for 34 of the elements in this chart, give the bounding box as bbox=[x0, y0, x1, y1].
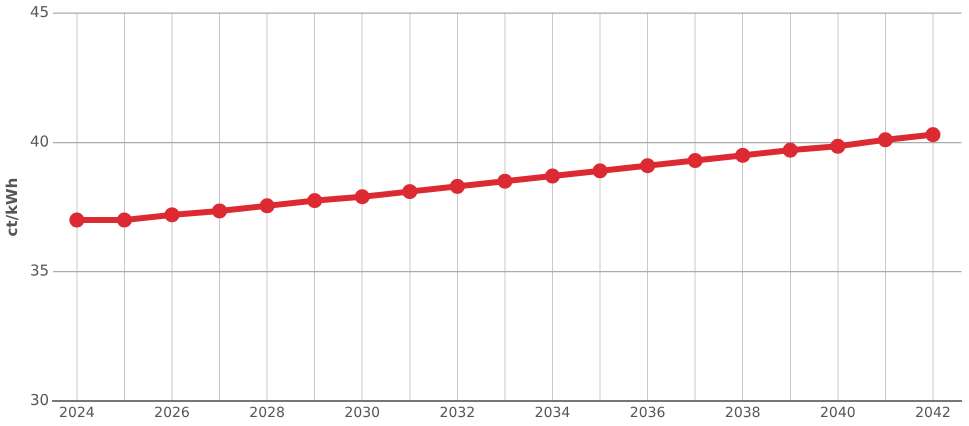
x-tick-label: 2036 bbox=[630, 405, 666, 422]
x-tick-label: 2032 bbox=[440, 405, 476, 422]
x-tick-label: 2026 bbox=[154, 405, 190, 422]
point bbox=[116, 212, 132, 228]
point bbox=[307, 193, 322, 208]
point bbox=[69, 212, 84, 228]
point bbox=[354, 189, 370, 204]
point bbox=[830, 138, 846, 154]
point bbox=[782, 142, 798, 158]
x-tick-label: 2030 bbox=[344, 405, 380, 422]
y-tick-label: 40 bbox=[30, 132, 50, 150]
point bbox=[640, 158, 656, 174]
y-tick-label: 35 bbox=[30, 262, 50, 280]
y-tick-label: 45 bbox=[30, 2, 50, 21]
x-tick-label: 2028 bbox=[249, 405, 285, 422]
point bbox=[402, 184, 418, 200]
x-tick-label: 2042 bbox=[915, 405, 951, 422]
point bbox=[544, 168, 560, 184]
point bbox=[164, 207, 180, 222]
point bbox=[260, 198, 275, 214]
x-tick-label: 2024 bbox=[59, 405, 95, 422]
point bbox=[212, 203, 228, 218]
x-tick-label: 2038 bbox=[724, 405, 761, 422]
x-tick-label: 2040 bbox=[820, 405, 856, 422]
y-tick-label: 30 bbox=[30, 391, 50, 410]
point bbox=[688, 153, 703, 168]
point bbox=[450, 178, 465, 194]
point bbox=[497, 174, 512, 189]
point bbox=[735, 148, 750, 163]
point bbox=[592, 163, 608, 178]
y-axis-title: ct/kWh bbox=[2, 178, 21, 236]
point bbox=[925, 127, 940, 142]
point bbox=[878, 132, 893, 148]
x-tick-label: 2034 bbox=[534, 405, 570, 422]
